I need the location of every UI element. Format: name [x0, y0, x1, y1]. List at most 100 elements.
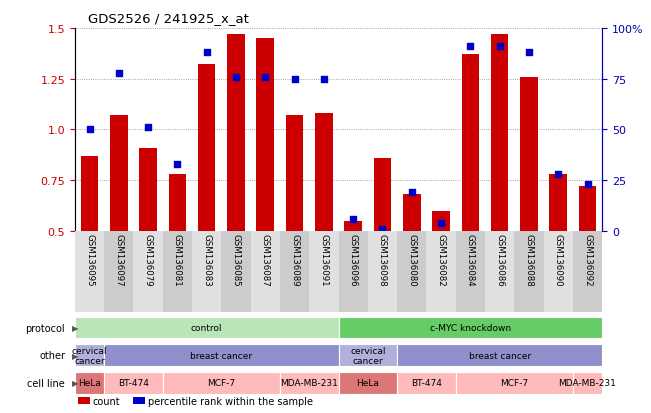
Point: [319, 76, 329, 83]
Point: [202, 50, 212, 57]
Bar: [344, 221, 362, 231]
Bar: [169, 175, 186, 231]
Point: [348, 216, 358, 223]
Text: c-MYC knockdown: c-MYC knockdown: [430, 323, 511, 332]
Point: [143, 125, 154, 131]
Bar: [75, 372, 104, 394]
Bar: [339, 344, 397, 366]
Bar: [75, 317, 339, 339]
Point: [378, 226, 388, 233]
Bar: [221, 231, 251, 312]
Text: GSM136084: GSM136084: [466, 234, 475, 286]
Point: [173, 161, 183, 168]
Text: MCF-7: MCF-7: [500, 379, 529, 387]
Bar: [485, 231, 514, 312]
Bar: [573, 231, 602, 312]
Bar: [198, 65, 215, 231]
Text: GSM136085: GSM136085: [232, 234, 240, 286]
Bar: [374, 159, 391, 231]
Bar: [339, 231, 368, 312]
Point: [495, 44, 505, 50]
Bar: [544, 231, 573, 312]
Point: [436, 220, 447, 226]
Text: protocol: protocol: [25, 323, 65, 333]
Bar: [549, 175, 567, 231]
Bar: [520, 78, 538, 231]
Bar: [456, 231, 485, 312]
Text: GSM136097: GSM136097: [115, 234, 123, 286]
Text: count: count: [92, 396, 120, 406]
Text: other: other: [39, 350, 65, 361]
Text: GSM136090: GSM136090: [554, 234, 562, 286]
Bar: [339, 317, 602, 339]
Text: GSM136086: GSM136086: [495, 234, 504, 286]
Text: ▶: ▶: [72, 323, 78, 332]
Text: BT-474: BT-474: [411, 379, 442, 387]
Bar: [368, 231, 397, 312]
Text: GSM136091: GSM136091: [320, 234, 328, 286]
Bar: [397, 344, 602, 366]
Text: cervical
cancer: cervical cancer: [350, 346, 385, 365]
Bar: [75, 231, 104, 312]
Text: GSM136080: GSM136080: [408, 234, 416, 286]
Bar: [280, 231, 309, 312]
Bar: [397, 372, 456, 394]
Point: [85, 127, 95, 133]
Bar: [286, 116, 303, 231]
Text: breast cancer: breast cancer: [190, 351, 253, 360]
Text: BT-474: BT-474: [118, 379, 149, 387]
Bar: [432, 211, 450, 231]
Point: [553, 171, 564, 178]
Bar: [339, 372, 397, 394]
Bar: [403, 195, 421, 231]
Bar: [514, 231, 544, 312]
Bar: [75, 344, 104, 366]
Bar: [251, 231, 280, 312]
Bar: [81, 157, 98, 231]
Bar: [462, 55, 479, 231]
Bar: [309, 231, 339, 312]
Point: [523, 50, 534, 57]
Point: [260, 74, 271, 81]
Bar: [139, 148, 157, 231]
Bar: [256, 39, 274, 231]
Text: ▶: ▶: [72, 351, 78, 360]
Bar: [104, 344, 339, 366]
Text: GSM136079: GSM136079: [144, 234, 152, 286]
Text: MDA-MB-231: MDA-MB-231: [559, 379, 616, 387]
Point: [465, 44, 476, 50]
Bar: [110, 116, 128, 231]
Bar: [397, 231, 426, 312]
Text: GSM136096: GSM136096: [349, 234, 357, 286]
Text: ▶: ▶: [72, 379, 78, 387]
Point: [289, 76, 299, 83]
Bar: [227, 35, 245, 231]
Text: MDA-MB-231: MDA-MB-231: [281, 379, 338, 387]
Text: HeLa: HeLa: [78, 379, 101, 387]
Text: GSM136092: GSM136092: [583, 234, 592, 286]
Text: GDS2526 / 241925_x_at: GDS2526 / 241925_x_at: [88, 12, 249, 25]
Text: GSM136083: GSM136083: [202, 234, 211, 286]
Text: GSM136095: GSM136095: [85, 234, 94, 286]
Text: GSM136089: GSM136089: [290, 234, 299, 286]
Bar: [280, 372, 339, 394]
Bar: [133, 231, 163, 312]
Point: [406, 190, 417, 196]
Bar: [573, 372, 602, 394]
Bar: [192, 231, 221, 312]
Text: control: control: [191, 323, 223, 332]
Bar: [163, 231, 192, 312]
Bar: [456, 372, 573, 394]
Point: [583, 181, 593, 188]
Text: percentile rank within the sample: percentile rank within the sample: [148, 396, 312, 406]
Bar: [163, 372, 280, 394]
Bar: [315, 114, 333, 231]
Bar: [579, 187, 596, 231]
Bar: [426, 231, 456, 312]
Text: GSM136088: GSM136088: [525, 234, 533, 286]
Text: breast cancer: breast cancer: [469, 351, 531, 360]
Bar: [104, 231, 133, 312]
Text: GSM136082: GSM136082: [437, 234, 445, 286]
Point: [231, 74, 242, 81]
Point: [114, 70, 124, 77]
